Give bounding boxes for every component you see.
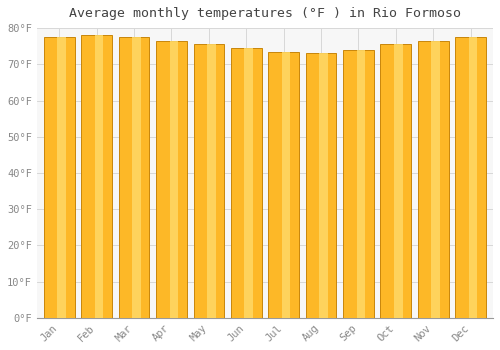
Bar <box>456 37 486 318</box>
Bar <box>118 37 150 318</box>
Bar <box>132 37 141 318</box>
Bar <box>95 35 104 318</box>
Bar <box>44 37 74 318</box>
Bar <box>343 50 374 318</box>
Bar <box>418 41 448 318</box>
Bar <box>319 54 328 318</box>
Bar <box>244 48 253 318</box>
Bar <box>306 54 336 318</box>
Bar <box>231 48 262 318</box>
Bar <box>194 44 224 318</box>
Bar <box>432 41 440 318</box>
Bar <box>82 35 112 318</box>
Bar <box>394 44 402 318</box>
Bar <box>469 37 478 318</box>
Bar <box>207 44 216 318</box>
Bar <box>356 50 365 318</box>
Bar <box>170 41 178 318</box>
Bar <box>58 37 66 318</box>
Bar <box>380 44 411 318</box>
Title: Average monthly temperatures (°F ) in Rio Formoso: Average monthly temperatures (°F ) in Ri… <box>69 7 461 20</box>
Bar <box>282 51 290 318</box>
Bar <box>156 41 187 318</box>
Bar <box>268 51 299 318</box>
